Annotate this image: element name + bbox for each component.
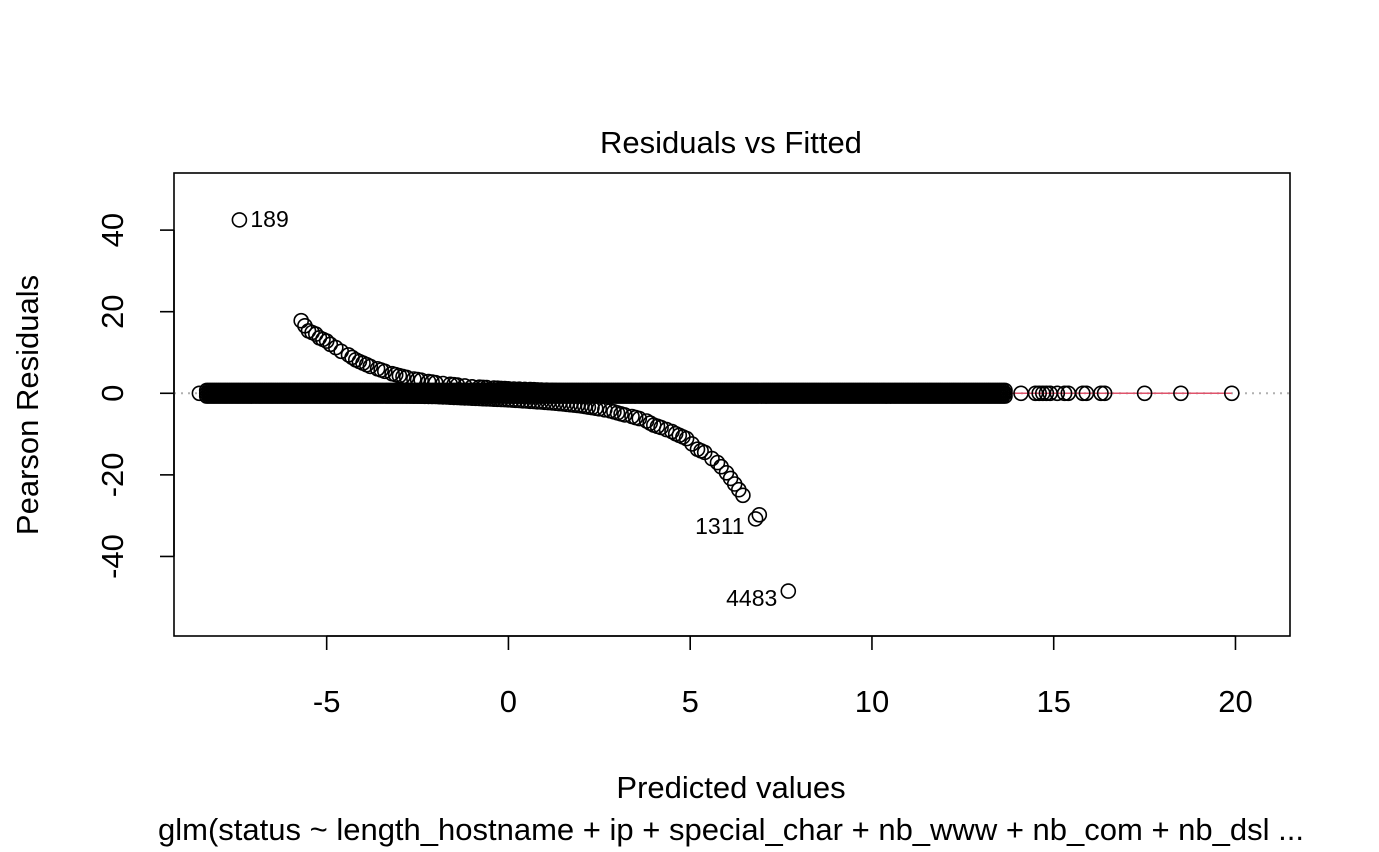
- x-tick-label: 15: [1036, 684, 1070, 719]
- zero-band-point: [997, 382, 1013, 399]
- x-tick-label: 20: [1218, 684, 1252, 719]
- chart-title: Residuals vs Fitted: [600, 125, 862, 160]
- zero-band-point: [1038, 385, 1055, 402]
- lower-branch-point: [735, 487, 751, 504]
- x-tick-label: 10: [855, 684, 889, 719]
- outlier-point: [780, 583, 797, 599]
- x-tick-label: -5: [313, 684, 341, 719]
- zero-band-point: [1173, 385, 1189, 402]
- outlier-point: [231, 212, 248, 228]
- zero-band-point: [997, 388, 1013, 404]
- x-tick-label: 0: [500, 684, 517, 719]
- zero-band-point: [235, 385, 251, 402]
- zero-band-point: [206, 385, 222, 402]
- x-tick-label: 5: [682, 684, 699, 719]
- upper-branch-point: [500, 380, 517, 397]
- zero-band-point: [224, 385, 240, 402]
- outlier-label: 1311: [695, 513, 744, 539]
- y-tick-label: -40: [95, 534, 130, 579]
- scatter-point: [751, 506, 768, 523]
- y-axis: -40 -20 0 20 40: [95, 213, 175, 579]
- zero-band-point: [242, 385, 259, 402]
- lower-branch-point: [591, 400, 608, 417]
- y-tick-label: -20: [95, 452, 130, 497]
- upper-branch-point: [362, 358, 379, 375]
- y-tick-label: 40: [95, 213, 130, 247]
- x-axis: -5 0 5 10 15 20: [313, 635, 1253, 719]
- zero-band-point: [1031, 385, 1047, 402]
- upper-branch-point: [376, 363, 393, 380]
- chart-subtitle: glm(status ~ length_hostname + ip + spec…: [158, 812, 1304, 847]
- lower-branch-point: [631, 410, 648, 427]
- outlier-point: [747, 511, 764, 527]
- zero-band-point: [1049, 385, 1066, 402]
- upper-branch-point: [522, 381, 539, 398]
- zero-band-point: [1075, 385, 1091, 402]
- y-tick-label: 0: [95, 385, 130, 402]
- zero-band-point: [1136, 385, 1153, 402]
- upper-branch-point: [398, 369, 415, 386]
- lower-branch-point: [678, 430, 695, 447]
- zero-band-point: [1224, 385, 1240, 402]
- lower-branch-point: [642, 415, 659, 431]
- zero-band-point: [1056, 385, 1073, 402]
- zero-band-point: [1093, 385, 1109, 402]
- outlier-label: 4483: [726, 585, 777, 611]
- lower-branch-point: [616, 407, 633, 423]
- zero-band-point: [1096, 385, 1113, 402]
- upper-branch-point: [413, 372, 430, 389]
- zero-band-point: [217, 385, 233, 402]
- y-tick-label: 20: [95, 294, 130, 328]
- lower-branch-point: [709, 454, 726, 471]
- x-axis-label: Predicted values: [616, 770, 845, 805]
- upper-branch-point: [293, 312, 310, 329]
- y-axis-label: Pearson Residuals: [10, 275, 45, 535]
- outlier-label: 189: [250, 206, 288, 232]
